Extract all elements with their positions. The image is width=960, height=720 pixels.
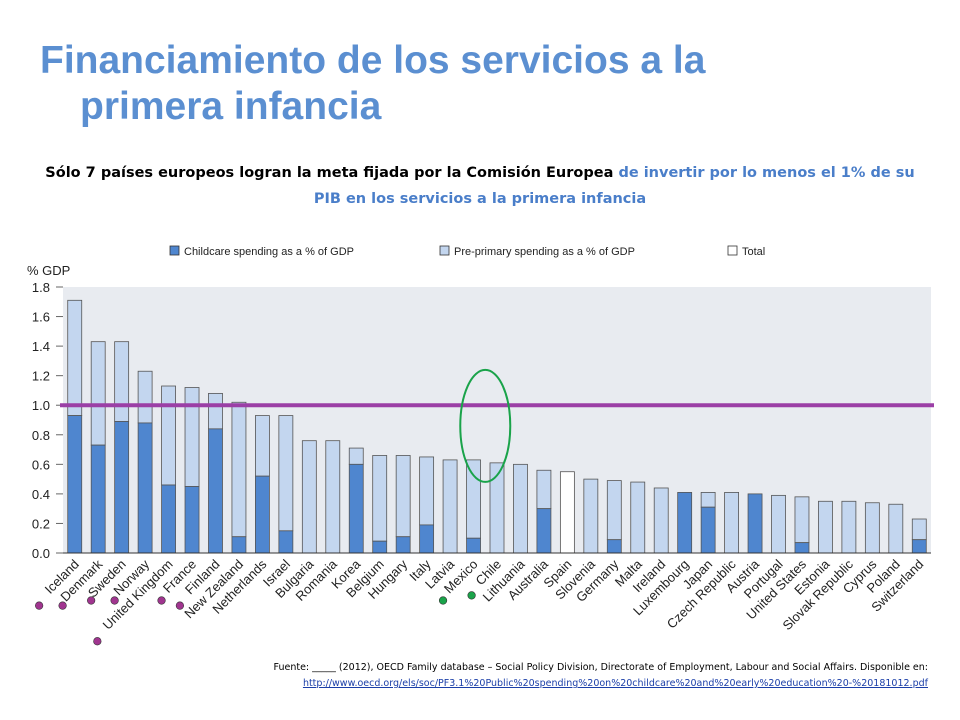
bar-childcare xyxy=(794,542,810,554)
bar-childcare xyxy=(747,493,763,554)
bar-preprimary xyxy=(700,492,716,508)
legend-label: Pre-primary spending as a % of GDP xyxy=(454,246,635,258)
y-tick-label: 1.6 xyxy=(32,310,50,325)
bar-preprimary xyxy=(911,518,927,541)
bar-childcare xyxy=(114,421,130,554)
bar-preprimary xyxy=(442,459,458,554)
bar-total xyxy=(559,471,575,554)
bar-preprimary xyxy=(395,455,411,538)
slide-subtitle: Sólo 7 países europeos logran la meta fi… xyxy=(40,160,920,212)
bar-preprimary xyxy=(325,440,341,554)
bar-preprimary xyxy=(630,481,646,554)
country-marker xyxy=(438,596,448,605)
legend-label: Total xyxy=(742,246,765,258)
bar-preprimary xyxy=(161,385,176,486)
country-marker xyxy=(157,596,166,605)
bar-preprimary xyxy=(536,469,552,510)
bar-preprimary xyxy=(771,494,786,554)
bar-childcare xyxy=(372,540,388,554)
bar-childcare xyxy=(606,539,622,554)
bar-childcare xyxy=(466,537,481,554)
legend-swatch xyxy=(439,245,450,256)
bar-preprimary xyxy=(583,478,599,554)
bar-preprimary xyxy=(184,387,200,487)
country-marker xyxy=(87,596,96,605)
slide-title: Financiamiento de los servicios a la pri… xyxy=(40,38,920,130)
bar-childcare xyxy=(231,536,247,554)
bar-preprimary xyxy=(301,440,317,554)
y-axis-label: % GDP xyxy=(27,263,70,278)
bar-childcare xyxy=(700,506,716,554)
title-line-1: Financiamiento de los servicios a la xyxy=(40,39,706,82)
bar-childcare xyxy=(911,539,927,554)
country-marker xyxy=(175,601,184,610)
bar-preprimary xyxy=(888,503,904,554)
bar-childcare xyxy=(278,530,294,554)
bar-childcare xyxy=(677,492,693,554)
bar-preprimary xyxy=(114,341,130,422)
country-marker xyxy=(93,637,102,646)
legend-swatch xyxy=(169,245,180,256)
y-tick-label: 0.8 xyxy=(32,428,50,443)
subtitle-black: Sólo 7 países europeos logran la meta fi… xyxy=(45,165,614,181)
bar-childcare xyxy=(348,463,364,554)
bar-preprimary xyxy=(513,463,528,554)
y-tick-label: 1.4 xyxy=(32,339,50,354)
bar-preprimary xyxy=(137,370,153,424)
bar-childcare xyxy=(395,536,411,554)
bar-childcare xyxy=(137,422,153,554)
bar-preprimary xyxy=(90,341,106,446)
bar-preprimary xyxy=(653,487,669,554)
y-tick-label: 0.4 xyxy=(32,487,50,502)
country-marker xyxy=(35,601,44,610)
legend-swatch xyxy=(727,245,738,256)
legend-label: Childcare spending as a % of GDP xyxy=(184,246,354,258)
bar-preprimary xyxy=(841,500,857,554)
bar-childcare xyxy=(536,508,552,554)
bar-childcare xyxy=(161,484,176,554)
y-tick-label: 1.2 xyxy=(32,369,50,384)
title-line-2: primera infancia xyxy=(80,85,382,128)
country-marker xyxy=(110,596,119,605)
source-text: Fuente: _____ (2012), OECD Family databa… xyxy=(273,662,928,673)
bar-childcare xyxy=(90,444,106,554)
y-tick-label: 1.0 xyxy=(32,398,50,413)
y-tick-label: 0.0 xyxy=(32,546,50,561)
bar-preprimary xyxy=(208,392,223,430)
bar-childcare xyxy=(208,428,223,554)
bar-preprimary xyxy=(372,455,388,542)
country-marker xyxy=(467,591,476,600)
bar-preprimary xyxy=(278,415,294,532)
highlight-ellipse xyxy=(459,368,512,483)
chart-overlays xyxy=(35,368,934,646)
bar-series xyxy=(63,299,931,554)
bar-childcare xyxy=(419,524,435,554)
bar-preprimary xyxy=(818,500,833,554)
bar-preprimary xyxy=(724,492,739,554)
source-link[interactable]: http://www.oecd.org/els/soc/PF3.1%20Publ… xyxy=(302,678,928,689)
bar-preprimary xyxy=(67,299,83,416)
y-tick-label: 0.6 xyxy=(32,457,50,472)
bar-preprimary xyxy=(231,401,247,538)
y-tick-label: 0.2 xyxy=(32,516,50,531)
bar-childcare xyxy=(67,415,83,554)
bar-preprimary xyxy=(864,502,880,554)
y-tick-label: 1.8 xyxy=(32,280,50,295)
chart-legend: Childcare spending as a % of GDP Pre-prim… xyxy=(169,245,765,258)
y-axis-ticks: 0.0 0.2 0.4 0.6 0.8 1.0 1.2 1.4 1.6 1.8 xyxy=(32,280,63,561)
bar-preprimary xyxy=(466,459,481,539)
bar-preprimary xyxy=(794,496,810,544)
spending-bar-chart: Childcare spending as a % of GDP Pre-prim… xyxy=(27,245,934,646)
bar-preprimary xyxy=(255,415,270,477)
country-marker xyxy=(58,601,67,610)
subtitle-blue: de invertir por lo menos el 1% de su PIB… xyxy=(313,165,915,207)
bar-preprimary xyxy=(606,480,622,541)
bar-childcare xyxy=(184,486,200,554)
source-footer: Fuente: _____ (2012), OECD Family databa… xyxy=(150,660,928,692)
bar-childcare xyxy=(255,475,270,554)
bar-preprimary xyxy=(419,456,435,526)
bar-preprimary xyxy=(348,447,364,465)
